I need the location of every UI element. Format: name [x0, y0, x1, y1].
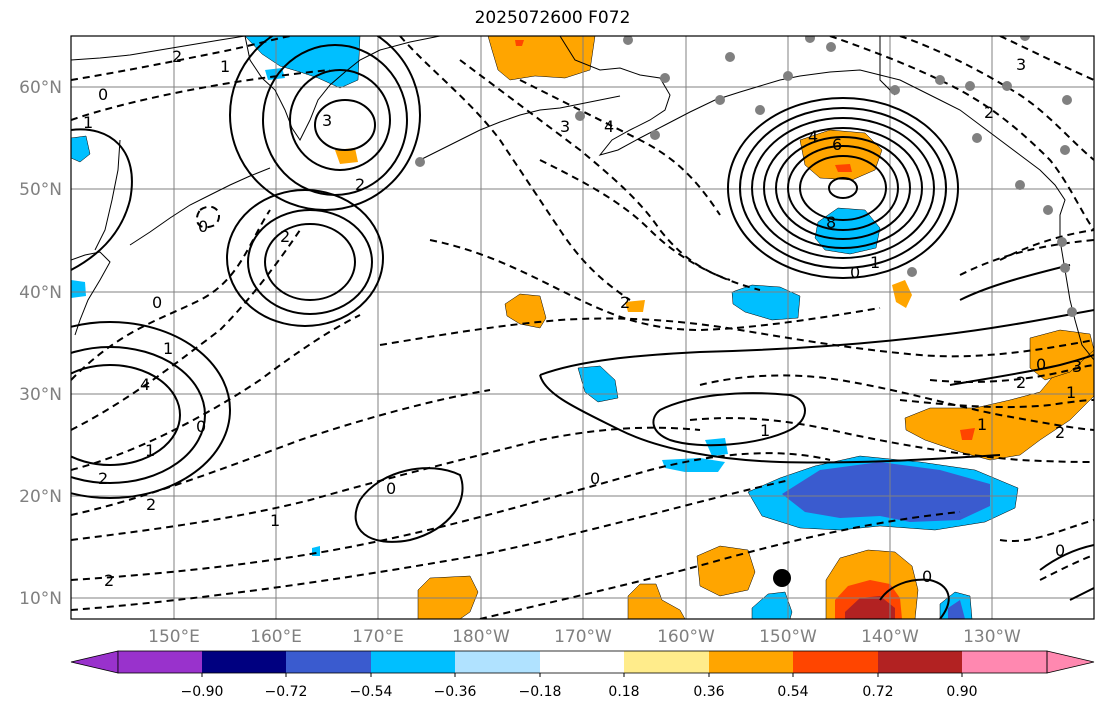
contour-label: 1 — [760, 421, 770, 440]
contour-label: 1 — [870, 253, 880, 272]
colorbar-extend-low — [70, 650, 119, 674]
lat-label: 50°N — [19, 180, 62, 200]
contour-label: 1 — [145, 441, 155, 460]
solid-contours — [71, 36, 1094, 619]
colorbar-segment — [286, 651, 371, 673]
lon-label: 160°W — [657, 627, 715, 647]
contour-label: 6 — [832, 135, 842, 154]
colorbar-tick-label: −0.72 — [265, 684, 308, 700]
lon-label: 170°W — [554, 627, 612, 647]
contour-label: 2 — [146, 495, 156, 514]
colorbar: −0.90 −0.72 −0.54 −0.36 −0.18 0.18 0.36 … — [70, 650, 1095, 700]
colorbar-tick-label: 0.36 — [693, 684, 724, 700]
contour-label: 1 — [220, 57, 230, 76]
contour-label: 3 — [1072, 357, 1082, 376]
lat-label: 10°N — [19, 589, 62, 609]
lon-label: 170°E — [352, 627, 404, 647]
lon-label: 140°W — [861, 627, 919, 647]
contour-label: 4 — [140, 375, 150, 394]
lon-label: 150°W — [759, 627, 817, 647]
longitude-labels: 150°E 160°E 170°E 180°W 170°W 160°W 150°… — [148, 627, 1021, 647]
contour-label: 2 — [355, 175, 365, 194]
contour-label: 0 — [1055, 541, 1065, 560]
gridlines — [71, 36, 1094, 619]
colorbar-segment — [118, 651, 202, 673]
colorbar-extend-high — [1046, 650, 1095, 674]
marker-dot — [773, 569, 791, 587]
contour-label: 2 — [984, 103, 994, 122]
contour-label: 0 — [98, 85, 108, 104]
colorbar-segment — [202, 651, 286, 673]
colorbar-tick-label: −0.18 — [519, 684, 562, 700]
contour-label: 2 — [620, 293, 630, 312]
contour-label: 8 — [826, 213, 836, 232]
contour-label: 1 — [163, 339, 173, 358]
contour-label: 2 — [104, 571, 114, 590]
lon-label: 130°W — [963, 627, 1021, 647]
contour-label: 3 — [322, 111, 332, 130]
contour-label: 0 — [386, 479, 396, 498]
colorbar-tick-label: 0.90 — [946, 684, 977, 700]
colorbar-tick-label: −0.36 — [434, 684, 477, 700]
contour-label: 0 — [590, 469, 600, 488]
contour-label: 2 — [98, 469, 108, 488]
contour-labels: 2 1 0 3 4 6 8 2 1 0 2 3 4 1 2 0 1 2 0 2 … — [83, 47, 1082, 590]
contour-label: 0 — [1036, 355, 1046, 374]
contour-label: 2 — [280, 227, 290, 246]
colorbar-tick-label: −0.54 — [350, 684, 393, 700]
contour-label: 1 — [1066, 383, 1076, 402]
lon-label: 180°W — [452, 627, 510, 647]
colorbar-segment — [962, 651, 1047, 673]
contour-label: 4 — [604, 117, 614, 136]
lon-label: 150°E — [148, 627, 200, 647]
contour-label: 0 — [196, 417, 206, 436]
contour-label: 1 — [270, 511, 280, 530]
colorbar-segment — [624, 651, 709, 673]
lat-label: 40°N — [19, 283, 62, 303]
colorbar-tick-label: 0.18 — [608, 684, 639, 700]
lat-label: 60°N — [19, 78, 62, 98]
station-markers — [415, 36, 1077, 317]
contour-label: 2 — [1055, 423, 1065, 442]
map-title: 2025072600 F072 — [474, 8, 631, 28]
colorbar-segment — [709, 651, 793, 673]
colorbar-tick-label: 0.54 — [777, 684, 808, 700]
map-frame — [70, 35, 1095, 620]
contour-label: 0 — [198, 217, 208, 236]
contour-label: 0 — [922, 567, 932, 586]
contour-label: 0 — [152, 293, 162, 312]
contour-label: 1 — [83, 113, 93, 132]
lat-label: 30°N — [19, 385, 62, 405]
contour-label: 2 — [172, 47, 182, 66]
colorbar-segment — [455, 651, 540, 673]
lon-label: 160°E — [250, 627, 302, 647]
colorbar-tick-label: −0.90 — [181, 684, 224, 700]
shaded-field — [71, 36, 1094, 619]
map-area: 2 1 0 3 4 6 8 2 1 0 2 3 4 1 2 0 1 2 0 2 … — [71, 36, 1094, 619]
contour-label: 1 — [977, 415, 987, 434]
contour-label: 3 — [560, 117, 570, 136]
colorbar-segment — [540, 651, 624, 673]
contour-label: 0 — [850, 263, 860, 282]
contour-label: 2 — [1016, 373, 1026, 392]
colorbar-segment — [793, 651, 878, 673]
colorbar-segment — [371, 651, 455, 673]
lat-label: 20°N — [19, 487, 62, 507]
colorbar-segment — [878, 651, 962, 673]
latitude-labels: 60°N 50°N 40°N 30°N 20°N 10°N — [19, 78, 62, 609]
contour-label: 3 — [1016, 55, 1026, 74]
colorbar-tick-label: 0.72 — [862, 684, 893, 700]
contour-label: 4 — [808, 127, 818, 146]
